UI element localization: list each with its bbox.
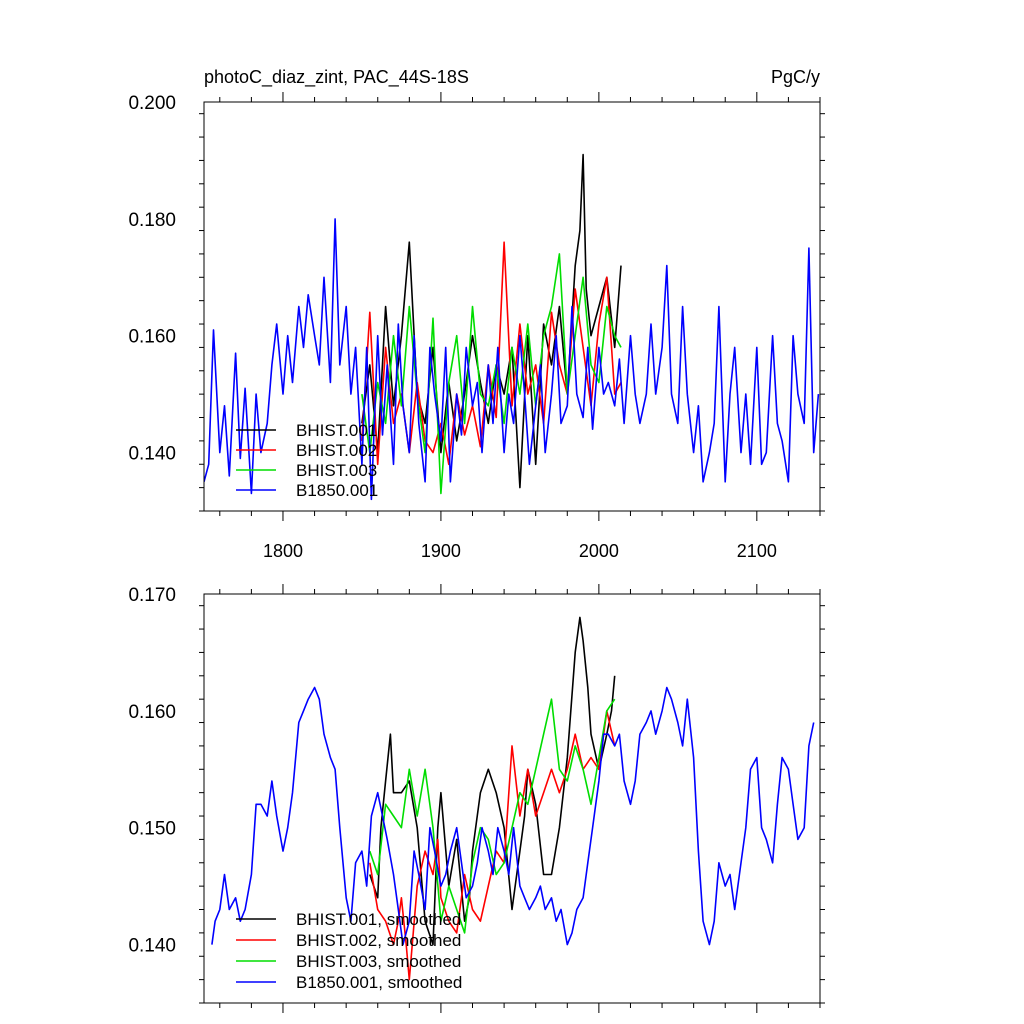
legend-label: BHIST.001 [296, 421, 377, 440]
series-group [204, 153, 820, 501]
series-line-bhist-002 [369, 710, 616, 981]
series-group [211, 616, 815, 981]
top-panel: 1800 1900 2000 2100 0.140 0.160 0.180 0.200 BHIS… [128, 92, 825, 561]
series-line-bhist-001 [369, 616, 616, 946]
y-tick-label: 0.200 [128, 93, 176, 114]
y-tick-label: 0.160 [128, 702, 176, 723]
legend-label: BHIST.002 [296, 441, 377, 460]
y-tick-label: 0.150 [128, 819, 176, 840]
legend-label: BHIST.003, smoothed [296, 952, 461, 971]
y-tick-label: 0.160 [128, 327, 176, 348]
y-tick-label: 0.140 [128, 936, 176, 957]
x-tick-label: 2000 [579, 541, 619, 561]
legend: BHIST.001, smoothed BHIST.002, smoothed BH… [236, 910, 462, 992]
series-line-bhist-003 [369, 698, 616, 934]
units-label: PgC/y [771, 67, 820, 87]
x-tick-label: 1800 [263, 541, 303, 561]
legend-label: B1850.001 [296, 481, 378, 500]
legend-label: B1850.001, smoothed [296, 973, 462, 992]
y-tick-label: 0.180 [128, 210, 176, 231]
series-line-b1850-001 [211, 686, 815, 946]
plot-frame [203, 593, 821, 1004]
legend-label: BHIST.001, smoothed [296, 910, 461, 929]
plot-frame [203, 101, 821, 512]
chart-title: photoC_diaz_zint, PAC_44S-18S [204, 67, 469, 88]
x-tick-label: 1900 [421, 541, 461, 561]
series-line-bhist-003 [361, 253, 622, 495]
y-tick-label: 0.140 [128, 444, 176, 465]
legend-label: BHIST.002, smoothed [296, 931, 461, 950]
legend-label: BHIST.003 [296, 461, 377, 480]
series-line-b1850-001 [204, 218, 820, 501]
y-tick-label: 0.170 [128, 585, 176, 606]
x-tick-label: 2100 [737, 541, 777, 561]
series-line-bhist-001 [361, 153, 622, 489]
